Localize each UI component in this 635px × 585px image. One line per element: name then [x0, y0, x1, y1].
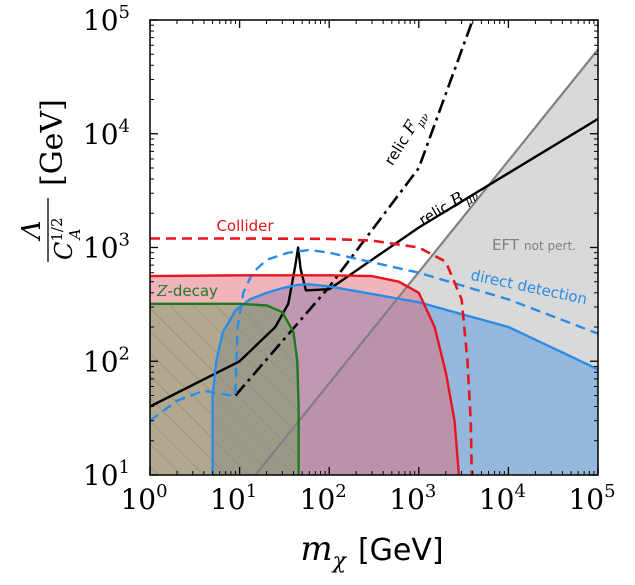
y-tick-label: 102 — [83, 343, 130, 378]
annotation-collider: Collider — [216, 217, 274, 235]
x-axis-title: mχ [GeV] — [300, 529, 443, 574]
x-tick-label: 105 — [568, 481, 615, 516]
y-axis-title-numerator: Λ — [17, 221, 47, 242]
series-eft-not-pert — [254, 48, 598, 475]
x-tick-label: 103 — [389, 481, 436, 516]
curves — [150, 20, 598, 475]
annotation-relic-f: relic Fμν — [380, 105, 433, 170]
y-tick-label: 104 — [83, 116, 130, 151]
series-relic-f — [234, 20, 474, 397]
series-direct-detection-solid — [211, 283, 598, 475]
x-tick-label: 101 — [210, 481, 257, 516]
x-tick-label: 102 — [300, 481, 347, 516]
series-z-decay — [150, 302, 300, 475]
series-relic-b — [150, 117, 598, 408]
x-tick-label: 104 — [479, 481, 526, 516]
y-tick-label: 105 — [83, 2, 130, 37]
series-collider-solid — [150, 274, 461, 475]
y-axis-title-denominator: C1/2A — [48, 217, 84, 260]
x-tick-label: 100 — [120, 481, 167, 516]
y-tick-label: 103 — [83, 230, 130, 265]
series-collider-dashed — [150, 237, 474, 475]
annotation-z-decay: Z-decay — [156, 282, 218, 300]
z-decay-hatching — [150, 303, 299, 475]
annotation-eft: EFT not pert. — [492, 236, 576, 254]
region-z-decay-hatch — [150, 303, 299, 475]
y-axis-title-unit: [GeV] — [35, 99, 70, 186]
series-direct-detection-dashed — [150, 248, 598, 422]
y-axis-title: ΛC1/2A [GeV] — [17, 99, 84, 262]
